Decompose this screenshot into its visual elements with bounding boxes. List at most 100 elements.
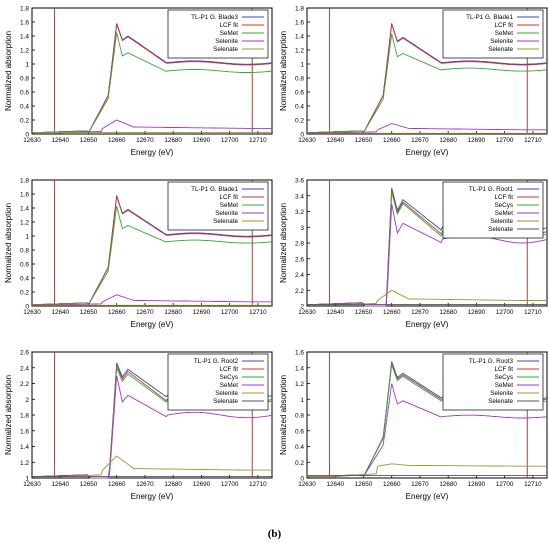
x-tick-label: 12690 — [468, 309, 486, 316]
y-tick-label: 0.8 — [20, 76, 29, 83]
x-axis-title: Energy (eV) — [131, 492, 174, 501]
y-axis-title: Normalized absorption — [279, 375, 288, 455]
legend-label: SeCys — [494, 202, 513, 209]
chart-panel-1: 0 0.2 0.4 0.6 0.8 1 1.2 1.4 1.6 1.8 12630 12640 1265… — [4, 6, 273, 157]
series-line-4 — [32, 375, 273, 479]
y-tick-label: 1.6 — [295, 20, 304, 27]
x-axis-title: Energy (eV) — [406, 492, 449, 501]
x-tick-label: 12690 — [193, 309, 211, 316]
legend-label: LCF fit — [494, 194, 513, 201]
y-tick-label: 1.8 — [20, 178, 29, 185]
chart-panel-6: 0 0.2 0.4 0.6 0.8 1 1.2 1.4 1.6 12630 12640 12650 12… — [279, 350, 548, 501]
y-tick-label: 2.6 — [20, 350, 29, 357]
x-tick-label: 12660 — [383, 309, 401, 316]
y-tick-label: 2.2 — [295, 288, 304, 295]
x-tick-label: 12680 — [439, 481, 457, 488]
x-tick-label: 12710 — [249, 309, 267, 316]
x-tick-label: 12630 — [23, 309, 41, 316]
x-tick-label: 12680 — [164, 481, 182, 488]
legend-label: SeMet — [220, 202, 238, 209]
x-tick-label: 12640 — [326, 481, 344, 488]
y-tick-label: 1.4 — [20, 444, 29, 451]
y-tick-label: 1.2 — [20, 460, 29, 467]
x-tick-label: 12690 — [468, 481, 486, 488]
x-tick-label: 12670 — [411, 481, 429, 488]
legend-label: SeMet — [220, 30, 238, 37]
y-tick-label: 1.4 — [295, 365, 304, 372]
legend-label: LCF fit — [219, 22, 238, 29]
series-line-3 — [307, 33, 548, 134]
x-axis-title: Energy (eV) — [131, 148, 174, 157]
y-tick-label: 3.6 — [295, 178, 304, 185]
y-tick-label: 0.2 — [295, 118, 304, 125]
legend-label: Selenite — [215, 38, 238, 45]
legend-label: LCF fit — [219, 194, 238, 201]
legend-label: Selenate — [488, 46, 513, 53]
y-tick-label: 1.4 — [20, 206, 29, 213]
legend-label: TL-P1 G. Root1 — [469, 186, 514, 193]
y-axis-title: Normalized absorption — [279, 203, 288, 283]
legend-label: LCF fit — [494, 22, 513, 29]
y-tick-label: 1.8 — [20, 413, 29, 420]
legend-label: SeMet — [495, 382, 513, 389]
chart-panel-2: 0 0.2 0.4 0.6 0.8 1 1.2 1.4 1.6 1.8 12630 12640 1265… — [279, 6, 548, 157]
x-tick-label: 12640 — [326, 309, 344, 316]
y-tick-label: 0.2 — [20, 118, 29, 125]
x-tick-label: 12710 — [524, 309, 542, 316]
legend-box — [167, 181, 269, 231]
y-tick-label: 3.4 — [295, 193, 304, 200]
legend-label: LCF fit — [219, 366, 238, 373]
x-tick-label: 12650 — [80, 137, 98, 144]
legend-box — [442, 9, 544, 59]
y-tick-label: 2.8 — [295, 241, 304, 248]
x-tick-label: 12630 — [298, 309, 316, 316]
y-tick-label: 1 — [25, 476, 29, 483]
y-tick-label: 1.6 — [20, 20, 29, 27]
x-tick-label: 12710 — [524, 137, 542, 144]
legend-label: Selenite — [490, 218, 513, 225]
x-tick-label: 12630 — [298, 481, 316, 488]
x-tick-label: 12670 — [411, 309, 429, 316]
y-tick-label: 1.6 — [20, 192, 29, 199]
legend-label: TL-P1 G. Root2 — [194, 358, 239, 365]
x-tick-label: 12710 — [249, 137, 267, 144]
legend-label: Selenite — [490, 38, 513, 45]
figure-caption: (b) — [267, 528, 282, 540]
y-tick-label: 2 — [25, 397, 29, 404]
x-axis-title: Energy (eV) — [131, 320, 174, 329]
legend-label: Selenate — [213, 398, 238, 405]
y-tick-label: 1 — [300, 397, 304, 404]
y-tick-label: 2.4 — [295, 272, 304, 279]
x-tick-label: 12650 — [80, 309, 98, 316]
y-tick-label: 0.8 — [295, 76, 304, 83]
legend-label: Selenate — [213, 218, 238, 225]
legend-label: SeMet — [495, 30, 513, 37]
series-line-4 — [32, 294, 272, 306]
x-tick-label: 12630 — [298, 137, 316, 144]
legend-label: Selenate — [488, 226, 513, 233]
y-tick-label: 1.2 — [295, 381, 304, 388]
y-axis-title: Normalized absorption — [279, 31, 288, 111]
y-tick-label: 1.2 — [20, 48, 29, 55]
x-tick-label: 12700 — [496, 309, 514, 316]
series-line-4 — [307, 123, 547, 134]
x-tick-label: 12690 — [193, 481, 211, 488]
x-tick-label: 12660 — [383, 481, 401, 488]
x-axis-title: Energy (eV) — [406, 148, 449, 157]
legend-label: TL-P1 G. Blade1 — [191, 186, 238, 193]
legend-box — [167, 9, 269, 59]
y-tick-label: 0.6 — [295, 90, 304, 97]
y-tick-label: 0.4 — [295, 444, 304, 451]
chart-panel-4: 2 2.2 2.4 2.6 2.8 3 3.2 3.4 3.6 12630 12640 12650 12… — [279, 178, 548, 329]
y-tick-label: 0 — [300, 476, 304, 483]
y-tick-label: 1 — [300, 62, 304, 69]
legend-label: TL-P1 G. Blade3 — [191, 14, 238, 21]
x-tick-label: 12710 — [524, 481, 542, 488]
x-tick-label: 12680 — [164, 309, 182, 316]
legend-label: Selenite — [490, 390, 513, 397]
x-tick-label: 12640 — [51, 137, 69, 144]
y-tick-label: 1 — [25, 62, 29, 69]
y-tick-label: 3.2 — [295, 209, 304, 216]
x-tick-label: 12700 — [496, 137, 514, 144]
legend-label: TL-P1 G. Root3 — [469, 358, 514, 365]
